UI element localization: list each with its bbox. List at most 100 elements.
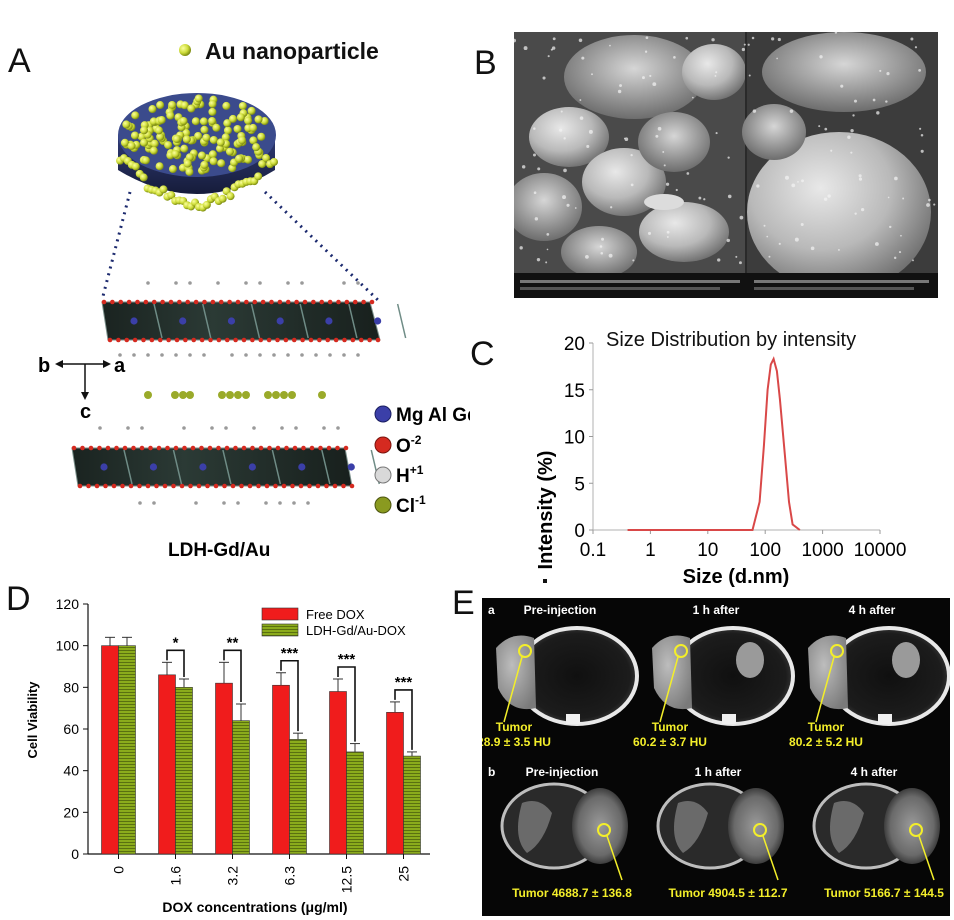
oxygen-atom-icon: [101, 299, 107, 305]
au-particle-icon: [202, 133, 211, 142]
oxygen-atom-icon: [275, 337, 280, 343]
chloride-atom-icon: [226, 391, 234, 399]
au-particle-icon: [200, 160, 209, 169]
au-particle-icon: [166, 111, 175, 120]
au-legend-dot-icon: [179, 44, 191, 56]
ct-column-header: Pre-injection: [524, 603, 597, 617]
hydrogen-atom-icon: [216, 281, 220, 285]
oxygen-atom-icon: [149, 337, 155, 343]
oxygen-atom-icon: [107, 337, 113, 343]
tumor-pointer-line: [815, 656, 835, 723]
au-particle-icon: [194, 131, 203, 140]
oxygen-atom-icon: [162, 483, 168, 489]
oxygen-atom-icon: [325, 337, 331, 343]
oxygen-atom-icon: [139, 445, 145, 451]
oxygen-ion-icon: [374, 436, 392, 454]
chloride-atom-icon: [288, 391, 296, 399]
au-particle-icon: [156, 132, 165, 141]
chart-d-ytick-label: 0: [71, 846, 79, 862]
chart-d-ytick-label: 120: [56, 596, 80, 612]
oxygen-atom-icon: [285, 299, 291, 305]
hydrogen-atom-icon: [174, 353, 178, 357]
oxygen-atom-icon: [88, 445, 94, 451]
oxygen-atom-icon: [86, 483, 91, 489]
tumor-marker-circle: [518, 644, 532, 658]
tumor-pointer-line: [659, 656, 679, 723]
au-particle-icon: [233, 124, 242, 133]
au-particle-icon: [212, 123, 221, 132]
au-particle-icon: [180, 144, 189, 153]
legend-swatch: [261, 623, 299, 637]
oxygen-atom-icon: [309, 445, 315, 451]
oxygen-atom-icon: [110, 299, 115, 305]
hydrogen-atom-icon: [126, 426, 130, 430]
ldh-layer-bottom: [71, 445, 381, 489]
bar-free-dox: [329, 691, 347, 855]
chart-c-xtick-label: 1000: [801, 540, 843, 561]
axis-c-label: c: [80, 401, 91, 423]
hydrogen-atom-icon: [272, 353, 276, 357]
au-particle-icon: [150, 139, 159, 148]
au-particle-icon: [164, 141, 173, 150]
oxygen-atom-icon: [182, 445, 187, 451]
oxygen-atom-icon: [336, 299, 341, 305]
chart-d-xlabel: DOX concentrations (μg/ml): [162, 899, 347, 915]
chart-c-ytick-label: 15: [564, 381, 585, 402]
ion-legend-label-mg: Mg Al Gd: [396, 405, 470, 426]
hydrogen-ion-icon: [374, 466, 392, 484]
oxygen-atom-icon: [230, 483, 236, 489]
ct-spine: [566, 714, 580, 724]
oxygen-atom-icon: [179, 483, 185, 489]
ct-spine: [722, 714, 736, 724]
oxygen-atom-icon: [141, 337, 146, 343]
sem-info-bar-right-2: [754, 287, 914, 290]
au-particle-icon: [182, 129, 191, 138]
hydrogen-atom-icon: [286, 353, 290, 357]
oxygen-atom-icon: [332, 483, 338, 489]
oxygen-atom-icon: [266, 337, 272, 343]
oxygen-atom-icon: [124, 337, 130, 343]
axis-a-label: a: [114, 355, 126, 377]
sem-info-bar-left-2: [520, 287, 720, 290]
oxygen-atom-icon: [148, 445, 153, 451]
metal-atom-icon: [149, 463, 158, 471]
tumor-pointer-line: [606, 835, 623, 881]
row-b-tag: b: [488, 765, 495, 779]
oxygen-atom-icon: [352, 299, 358, 305]
oxygen-atom-icon: [173, 445, 179, 451]
hydrogen-atom-icon: [230, 353, 234, 357]
significance-marker: ***: [338, 651, 356, 668]
hydrogen-atom-icon: [138, 501, 142, 505]
au-particle-icon: [180, 101, 189, 110]
metal-atom-icon: [130, 317, 138, 325]
oxygen-atom-icon: [126, 299, 132, 305]
panel-letter-b: B: [474, 44, 497, 82]
oxygen-atom-icon: [277, 299, 283, 305]
au-particle-icon: [244, 116, 253, 125]
hydrogen-atom-icon: [188, 281, 192, 285]
bar-ldh-gd-au-dox: [346, 751, 364, 855]
oxygen-atom-icon: [319, 299, 325, 305]
metal-atom-icon: [276, 317, 284, 325]
oxygen-atom-icon: [151, 299, 157, 305]
au-particle-icon: [209, 157, 218, 166]
hydrogen-atom-icon: [286, 281, 290, 285]
hydrogen-atom-icon: [258, 281, 262, 285]
panel-a-schematic: Au nanoparticle b a c Mg Al Gd O-2: [38, 38, 470, 561]
au-particle-icon: [140, 138, 149, 147]
hydrogen-atom-icon: [300, 353, 304, 357]
metal-atom-icon: [199, 463, 207, 471]
oxygen-atom-icon: [105, 445, 111, 451]
chart-c-ytick-label: 0: [574, 521, 585, 542]
oxygen-atom-icon: [193, 299, 199, 305]
oxygen-atom-icon: [103, 483, 108, 489]
oxygen-atom-icon: [252, 299, 258, 305]
panel-letter-e: E: [452, 584, 475, 622]
chloride-atom-icon: [272, 391, 280, 399]
au-particle-icon: [236, 113, 245, 122]
chart-c-ytick-label: 5: [574, 474, 585, 495]
bar-ldh-gd-au-dox: [118, 645, 136, 855]
chloride-atom-icon: [218, 391, 226, 399]
legend-swatch: [261, 607, 299, 621]
significance-bracket: [166, 649, 185, 677]
